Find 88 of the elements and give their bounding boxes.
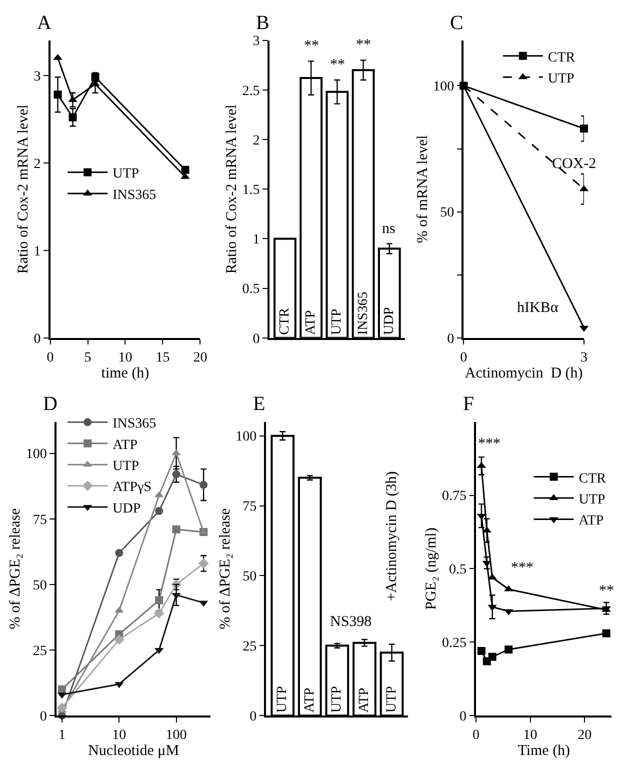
y-tick-label: 0.75 (442, 489, 466, 504)
y-tick-label: 100 (26, 447, 47, 462)
x-tick-label: 3 (580, 350, 588, 366)
legend-label: UDP (112, 501, 141, 516)
x-tick-label: 20 (578, 728, 592, 744)
legend-label: CTR (548, 50, 576, 66)
category-label: CTR (277, 308, 292, 335)
annotation: ** (356, 37, 371, 53)
legend-label: UTP (112, 459, 140, 474)
legend-label: CTR (578, 471, 607, 486)
x-axis-title: Actinomycin D (h) (464, 365, 583, 382)
x-tick-label: 20 (193, 350, 208, 366)
x-tick-label: 10 (118, 350, 132, 366)
annotation: *** (478, 436, 500, 452)
y-tick-label: 3 (252, 34, 260, 50)
legend-label: INS365 (112, 416, 156, 432)
category-label: ATP (356, 688, 372, 713)
x-tick-label: 10 (523, 728, 538, 744)
category-label: UTP (330, 308, 345, 335)
y-tick-label: 75 (32, 512, 47, 528)
legend-label: UTP (578, 492, 606, 508)
y-tick-label: 0 (250, 709, 257, 724)
chart-title: C (450, 12, 464, 34)
y-axis-title: % of mRNA level (414, 135, 431, 244)
y-tick-label: 2 (34, 156, 41, 172)
y-tick-label: 1 (34, 244, 41, 260)
y-tick-label: 1.5 (242, 183, 260, 198)
x-axis-title: time (h) (101, 365, 150, 382)
y-tick-label: 0 (34, 332, 41, 347)
annotation: +Actinomycin D (3h) (384, 471, 400, 602)
y-tick-label: 2.5 (242, 84, 260, 99)
y-tick-label: 25 (242, 640, 257, 655)
y-tick-label: 50 (242, 570, 257, 585)
legend-label: ATPγS (112, 480, 152, 496)
y-tick-label: 0.5 (242, 282, 260, 298)
category-label: UTP (275, 686, 290, 713)
annotation: NS398 (330, 614, 372, 630)
y-axis-title: Ratio of Cox-2 mRNA level (15, 104, 32, 274)
y-axis-title: PGE₂ (ng/ml) (424, 528, 440, 610)
category-label: ATP (302, 688, 318, 713)
annotation: ** (330, 57, 345, 73)
annotation: ** (304, 38, 319, 54)
y-tick-label: 0.25 (442, 636, 466, 652)
legend-label: INS365 (112, 188, 156, 203)
chart-title: F (463, 393, 474, 415)
y-tick-label: 0.5 (448, 562, 466, 578)
annotation: COX-2 (552, 156, 596, 172)
legend-label: ATP (578, 514, 604, 529)
y-tick-label: 0 (447, 332, 454, 347)
category-label: UDP (382, 307, 397, 335)
y-axis-title: Ratio of Cox-2 mRNA level (224, 104, 240, 274)
annotation: *** (511, 560, 534, 576)
annotation: ** (599, 583, 614, 599)
legend-label: UTP (548, 72, 575, 87)
x-axis-title: Nucleotide μM (88, 743, 180, 760)
x-tick-label: 10 (112, 728, 126, 744)
y-tick-label: 25 (32, 644, 47, 659)
y-tick-label: 75 (242, 500, 257, 515)
chart-title: B (256, 12, 270, 34)
category-label: UTP (384, 686, 400, 713)
category-label: INS365 (356, 292, 371, 335)
y-tick-label: 50 (440, 206, 454, 221)
x-tick-label: 5 (84, 350, 92, 366)
category-label: ATP (304, 310, 319, 335)
x-tick-label: 1 (58, 728, 66, 744)
y-tick-label: 100 (433, 80, 454, 95)
category-label: UTP (330, 686, 345, 713)
annotation: hIKBα (517, 300, 558, 316)
y-axis-title: % of ΔPGE₂ release (217, 508, 234, 630)
chart-title: D (43, 393, 58, 415)
y-tick-label: 0 (459, 709, 466, 724)
chart-title: E (253, 393, 266, 415)
x-tick-label: 15 (156, 350, 170, 366)
y-tick-label: 100 (236, 430, 257, 445)
chart-title: A (37, 12, 52, 34)
annotation: ns (382, 221, 396, 237)
y-tick-label: 0 (40, 709, 47, 724)
y-tick-label: 1 (252, 232, 260, 248)
y-tick-label: 2 (252, 133, 260, 148)
x-axis-title: Time (h) (518, 743, 570, 760)
legend-label: ATP (112, 438, 138, 453)
legend-label: UTP (112, 166, 140, 182)
x-tick-label: 100 (166, 728, 187, 744)
x-tick-label: 0 (472, 728, 480, 744)
y-tick-label: 3 (34, 69, 41, 84)
y-axis-title: % of ΔPGE₂ release (8, 508, 24, 630)
y-tick-label: 0 (252, 332, 260, 347)
y-tick-label: 50 (32, 578, 47, 594)
